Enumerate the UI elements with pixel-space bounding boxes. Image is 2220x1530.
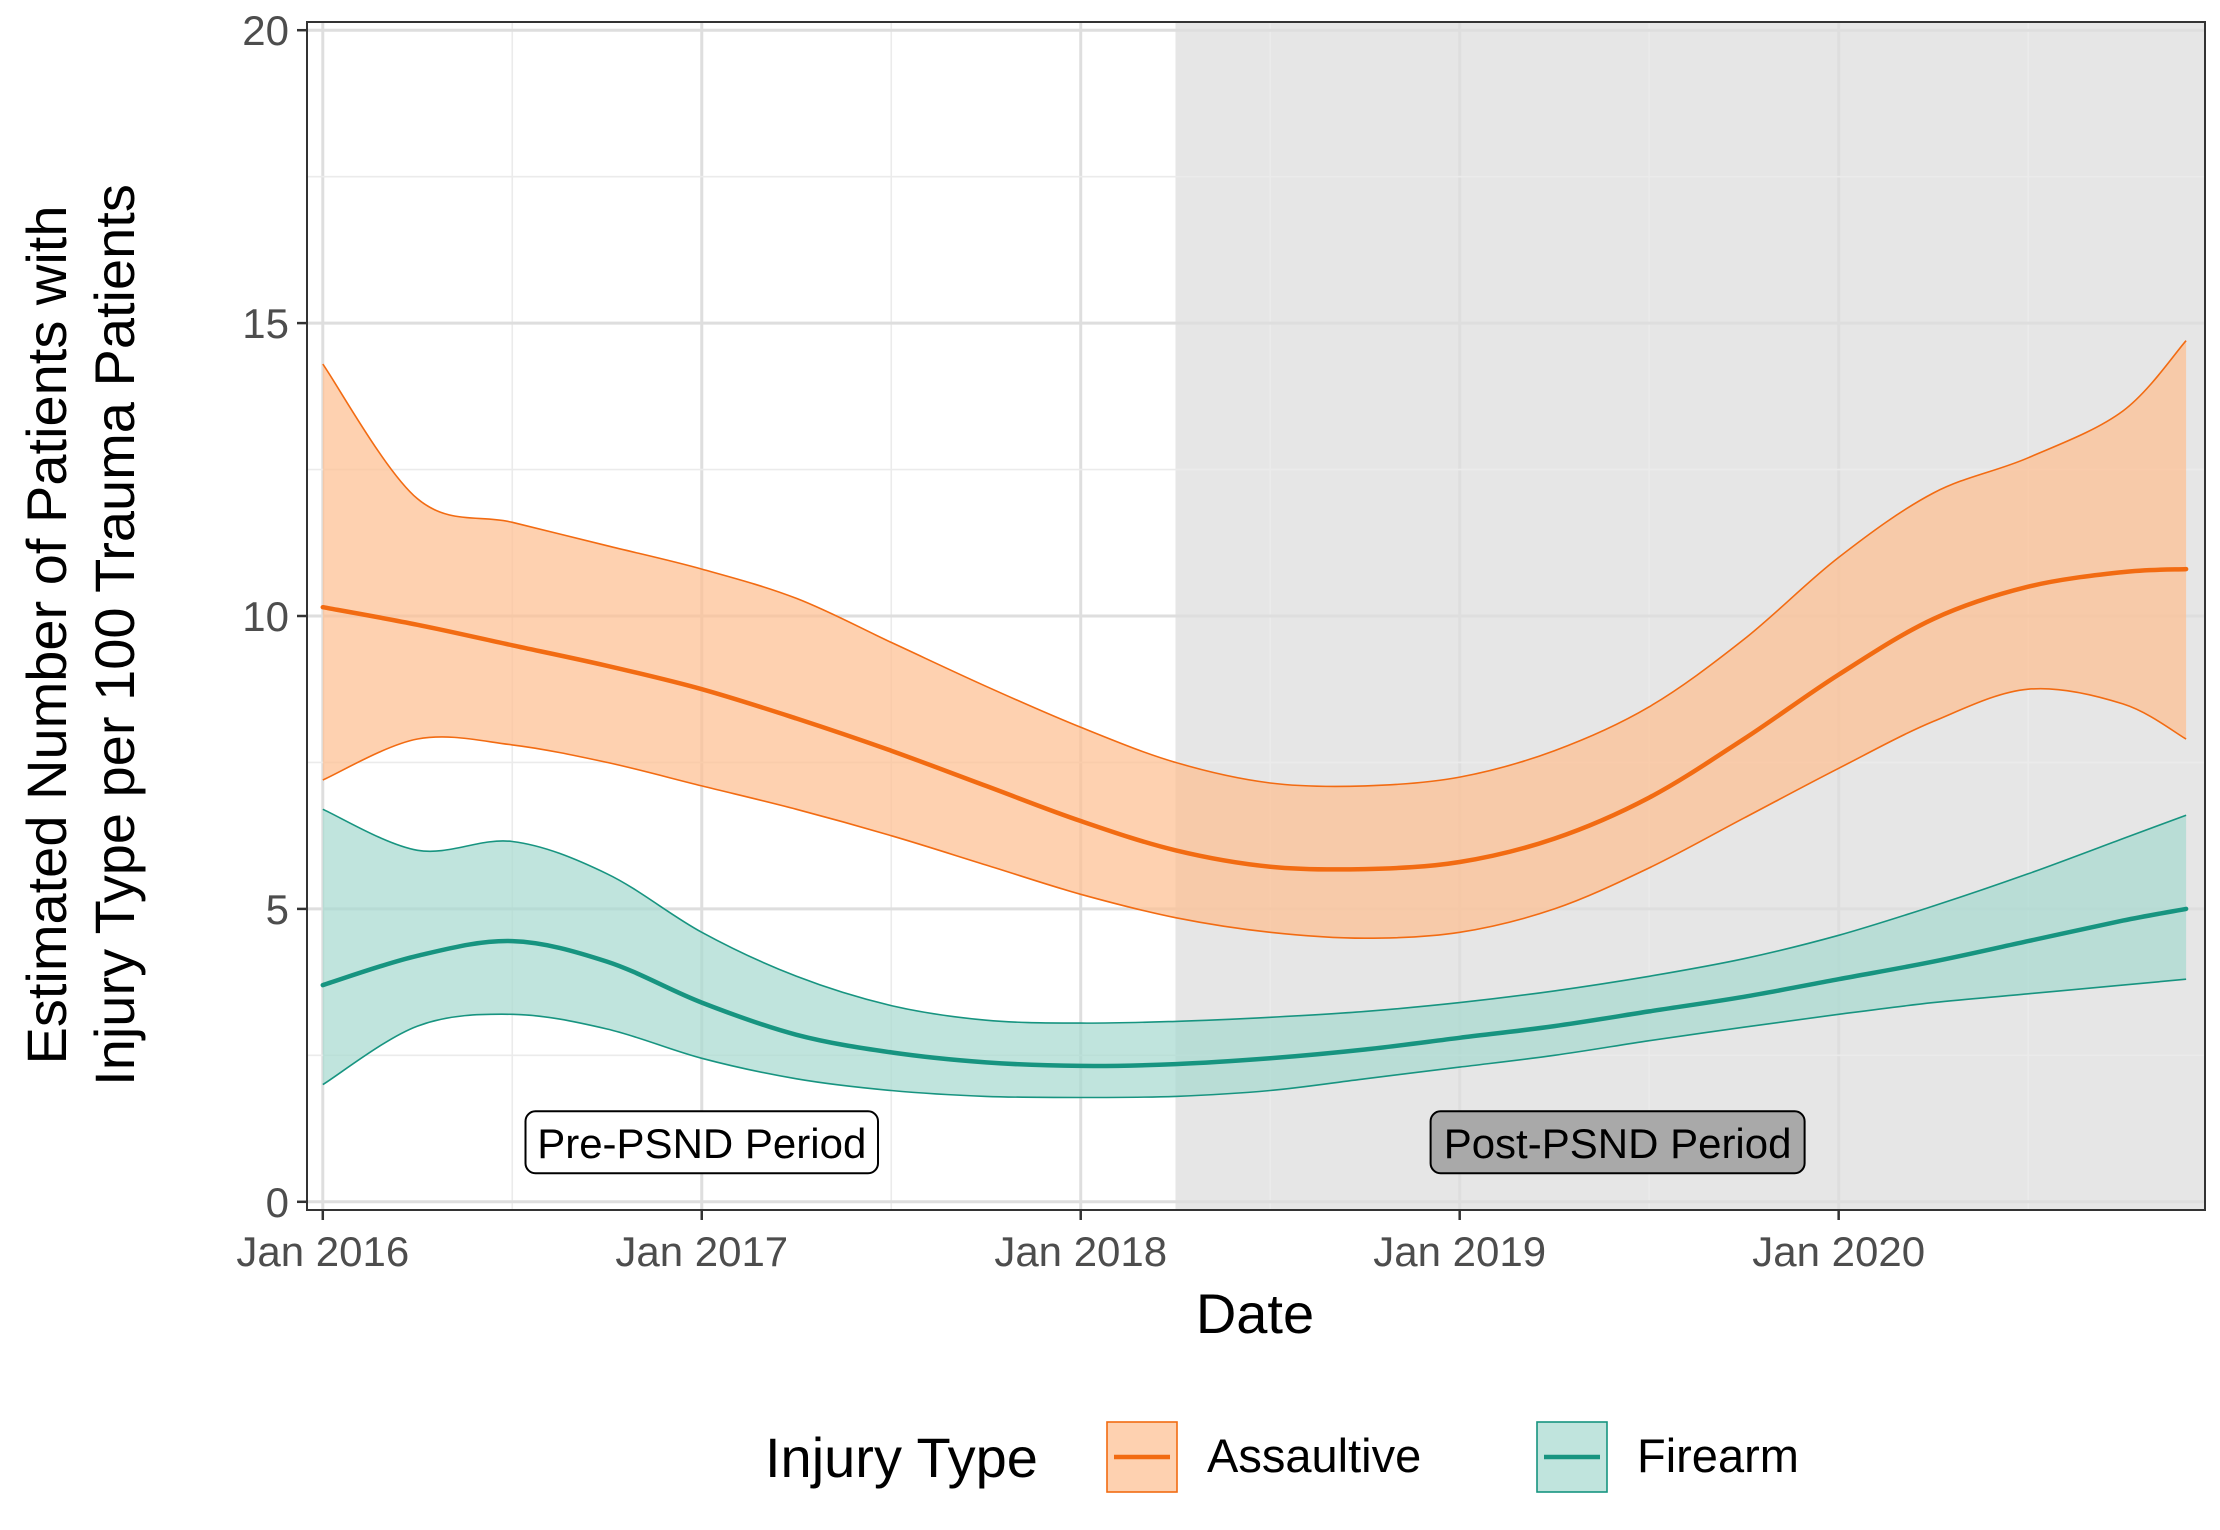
line-assaultive [320, 566, 2189, 872]
x-tick-label: Jan 2018 [994, 1228, 1167, 1275]
y-tick-label: 5 [266, 886, 289, 933]
annotation-light: Pre-PSND Period [524, 1110, 880, 1175]
band-upper-edge-assaultive [322, 340, 2187, 788]
band-assaultive [322, 340, 2187, 939]
y-tick-label: 0 [266, 1179, 289, 1226]
series-lines [320, 566, 2189, 1069]
annotation-label: Pre-PSND Period [537, 1120, 866, 1167]
line-firearm [320, 906, 2189, 1069]
y-tick-label: 20 [242, 7, 289, 54]
annotation-label: Post-PSND Period [1444, 1120, 1792, 1167]
legend-item-assaultive: Assaultive [1106, 1421, 1421, 1493]
band-upper-edge-firearm [322, 808, 2187, 1024]
band-lower-edge-assaultive [322, 687, 2187, 940]
x-tick-label: Jan 2019 [1373, 1228, 1546, 1275]
legend-label-firearm: Firearm [1637, 1429, 1799, 1482]
annotation-box [524, 1110, 880, 1175]
legend-item-firearm: Firearm [1536, 1421, 1799, 1493]
legend-title: Injury Type [765, 1426, 1038, 1489]
x-tick-label: Jan 2016 [236, 1228, 409, 1275]
period-annotations: Pre-PSND Period Post-PSND Period [524, 1110, 1806, 1175]
x-axis-title: Date [1196, 1282, 1314, 1345]
y-axis-title-line-2: Injury Type per 100 Trauma Patients [83, 184, 146, 1086]
y-tick-label: 10 [242, 593, 289, 640]
y-tick-label: 15 [242, 300, 289, 347]
annotation-dark: Post-PSND Period [1429, 1110, 1806, 1175]
y-axis: 0 5 10 15 20 [242, 7, 307, 1226]
y-axis-title-line-1: Estimated Number of Patients with [15, 205, 78, 1064]
legend-label-assaultive: Assaultive [1207, 1429, 1421, 1482]
band-firearm [322, 809, 2187, 1098]
x-axis: Jan 2016 Jan 2017 Jan 2018 Jan 2019 Jan 2020 [236, 1210, 1925, 1275]
band-lower-edge-firearm [322, 978, 2187, 1099]
legend: Injury Type Assaultive Firearm [765, 1421, 1799, 1493]
x-tick-label: Jan 2020 [1752, 1228, 1925, 1275]
confidence-bands [322, 340, 2187, 1099]
x-tick-label: Jan 2017 [615, 1228, 788, 1275]
annotation-box [1429, 1110, 1806, 1175]
